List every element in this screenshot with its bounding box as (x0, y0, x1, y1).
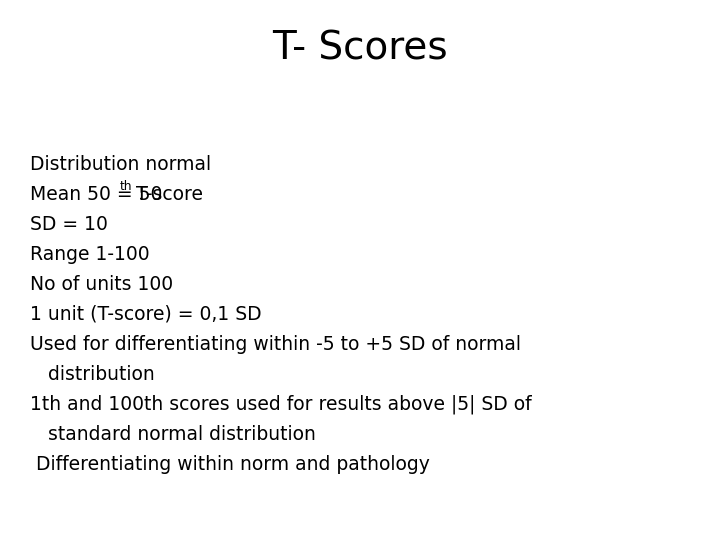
Text: Used for differentiating within -5 to +5 SD of normal: Used for differentiating within -5 to +5… (30, 335, 521, 354)
Text: 1th and 100th scores used for results above |5| SD of: 1th and 100th scores used for results ab… (30, 395, 531, 415)
Text: distribution: distribution (30, 365, 155, 384)
Text: SD = 10: SD = 10 (30, 215, 108, 234)
Text: Distribution normal: Distribution normal (30, 155, 211, 174)
Text: 1 unit (T-score) = 0,1 SD: 1 unit (T-score) = 0,1 SD (30, 305, 261, 324)
Text: No of units 100: No of units 100 (30, 275, 173, 294)
Text: T- Scores: T- Scores (272, 30, 448, 68)
Text: T-score: T-score (130, 185, 203, 204)
Text: Mean 50 = 50: Mean 50 = 50 (30, 185, 163, 204)
Text: standard normal distribution: standard normal distribution (30, 425, 316, 444)
Text: Differentiating within norm and pathology: Differentiating within norm and patholog… (30, 455, 430, 474)
Text: th: th (120, 180, 132, 193)
Text: Range 1-100: Range 1-100 (30, 245, 150, 264)
